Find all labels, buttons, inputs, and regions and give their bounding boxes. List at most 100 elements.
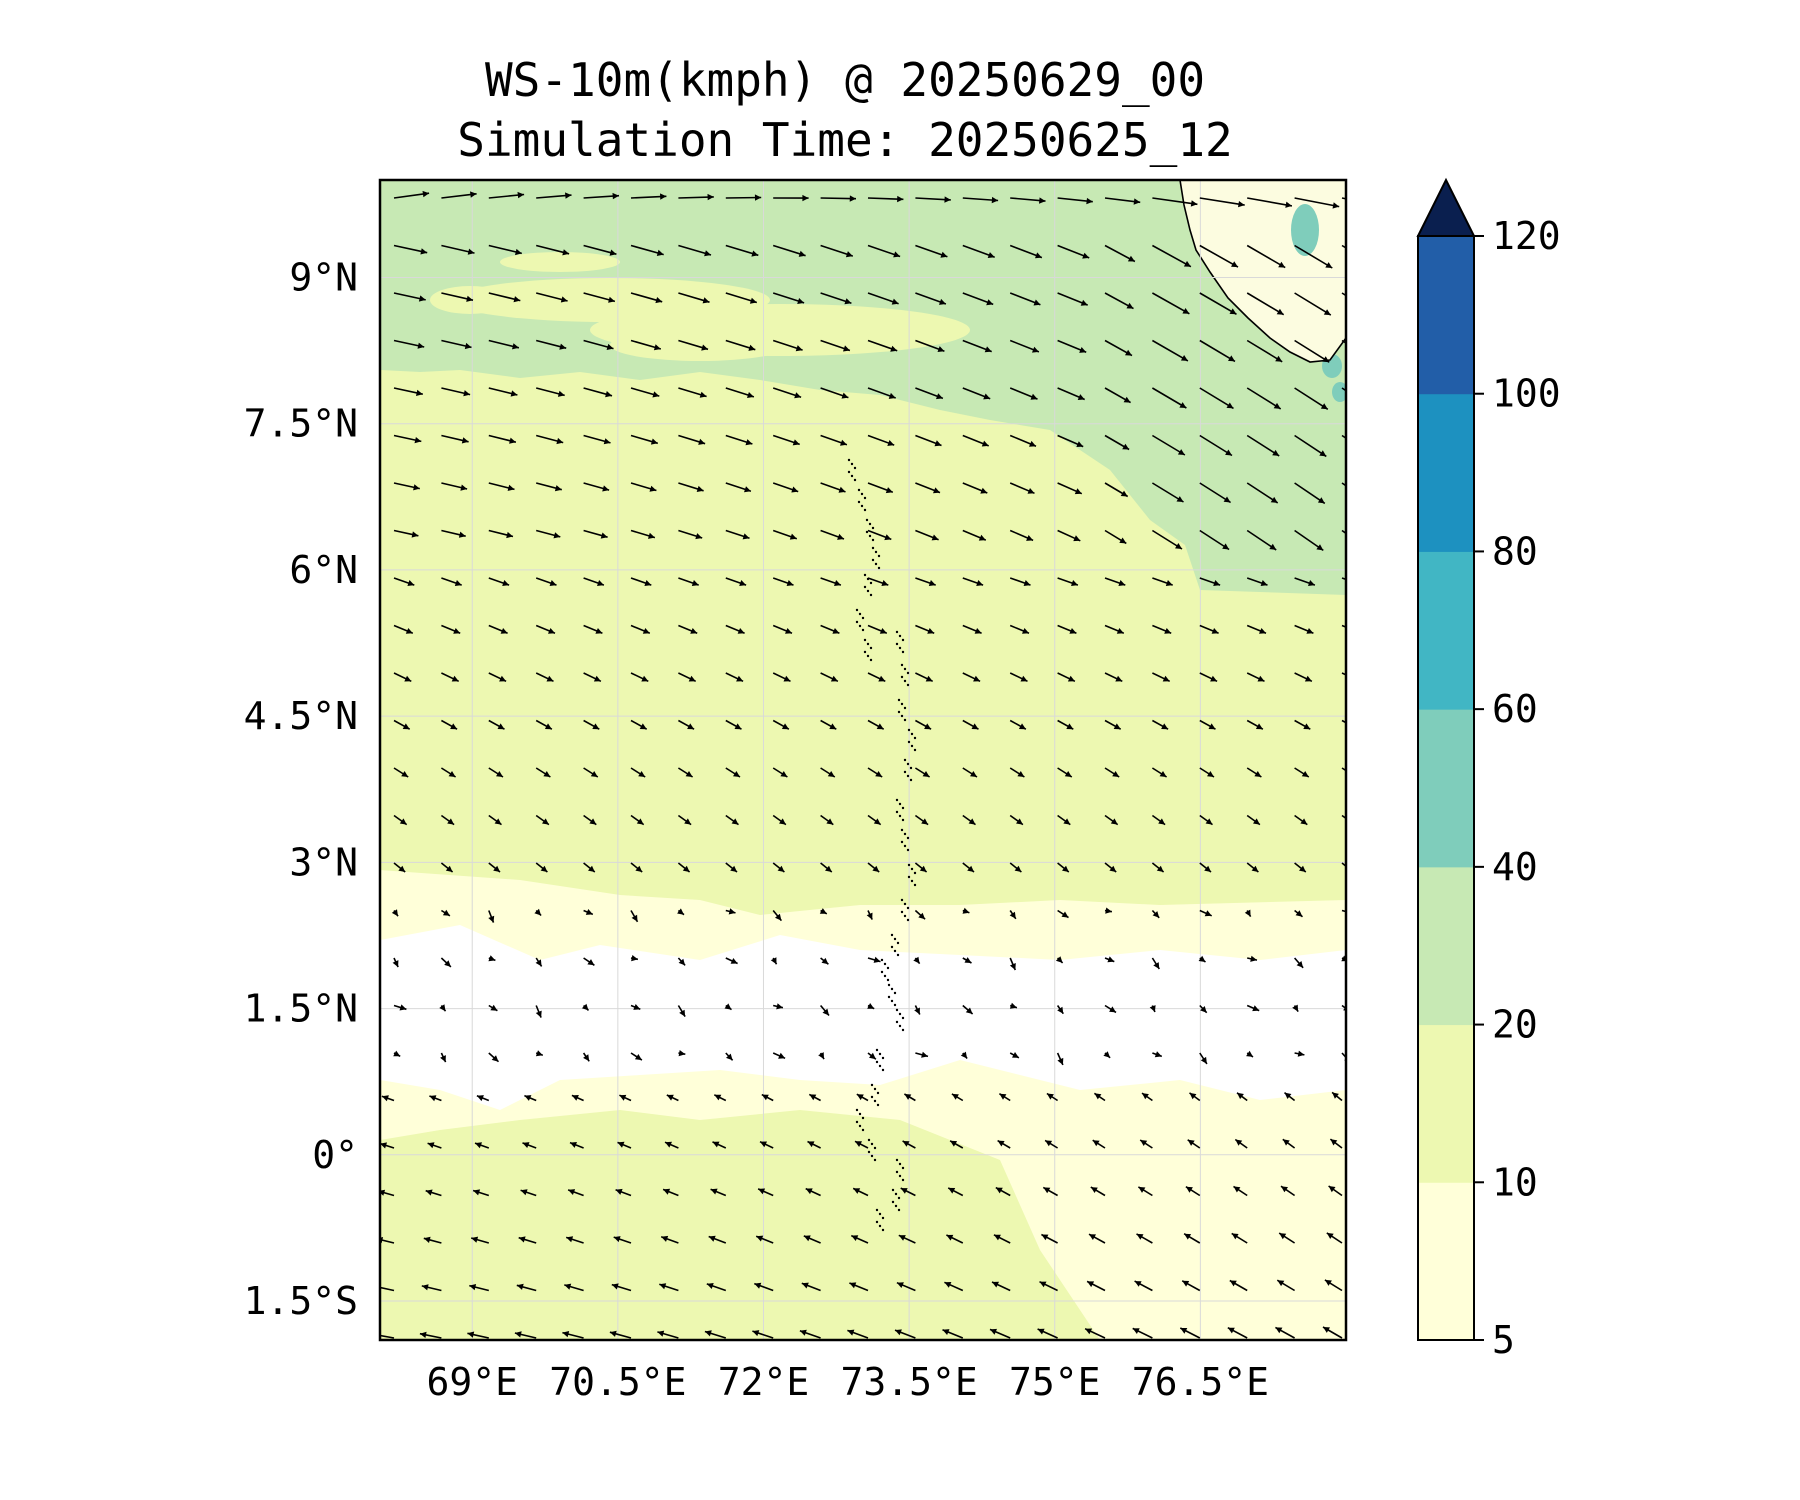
wind-arrow	[725, 529, 750, 540]
island-dot	[895, 630, 899, 634]
wind-arrow	[1009, 1002, 1018, 1009]
wind-arrow	[535, 529, 561, 539]
wind-arrow	[677, 1005, 686, 1018]
wind-arrow	[915, 339, 945, 352]
island-dot	[867, 1150, 871, 1154]
wind-arrow	[1199, 767, 1215, 778]
wind-arrow	[772, 767, 788, 778]
wind-arrow	[1199, 719, 1216, 730]
island-dot	[903, 706, 907, 710]
wind-arrow	[962, 387, 991, 400]
wind-arrow	[567, 1189, 584, 1197]
wind-arrow	[867, 529, 892, 541]
colorbar-tick-label: 60	[1492, 687, 1538, 731]
wind-arrow	[725, 292, 758, 304]
island-dot	[875, 1048, 879, 1052]
wind-arrow	[1293, 957, 1304, 969]
wind-arrow	[1104, 244, 1136, 263]
island-dot	[873, 1158, 877, 1162]
wind-arrow	[630, 1052, 643, 1061]
island-dot	[886, 966, 890, 970]
wind-arrow	[678, 529, 703, 540]
wind-arrow	[1246, 244, 1286, 269]
wind-arrow	[819, 1004, 830, 1017]
wind-arrow	[962, 577, 984, 586]
wind-arrow	[914, 909, 926, 920]
wind-arrow	[1136, 1233, 1153, 1244]
wind-arrow	[678, 387, 707, 398]
island-dot	[861, 1116, 865, 1120]
wind-arrow	[1199, 434, 1233, 457]
wind-arrow	[562, 1331, 584, 1339]
island-dot	[865, 530, 869, 534]
wind-arrow	[393, 482, 420, 491]
island-dot	[906, 762, 910, 766]
wind-arrow	[913, 956, 921, 965]
wind-arrow	[915, 434, 942, 447]
wind-arrow	[439, 1004, 447, 1012]
wind-arrow	[630, 434, 659, 445]
island-dot	[907, 863, 911, 867]
wind-arrow	[706, 1283, 727, 1292]
island-dot	[901, 650, 905, 654]
wind-arrow	[772, 624, 793, 635]
wind-arrow	[1294, 577, 1316, 586]
wind-arrow	[630, 193, 667, 200]
wind-arrow	[1294, 197, 1340, 209]
wind-arrow	[903, 1093, 916, 1102]
wind-arrow	[1009, 387, 1038, 400]
wind-arrow	[1104, 719, 1122, 730]
wind-arrow	[1246, 672, 1265, 683]
island-dot	[900, 840, 904, 844]
wind-arrow	[1282, 1138, 1296, 1149]
colorbar-tick-label: 20	[1492, 1003, 1538, 1047]
wind-arrow	[393, 1050, 401, 1058]
island-dot	[875, 1208, 879, 1212]
wind-arrow	[1151, 862, 1165, 873]
wind-arrow	[1057, 197, 1093, 205]
colorbar-frame	[1417, 235, 1475, 1341]
wind-arrow	[1151, 434, 1186, 456]
island-dot	[887, 983, 891, 987]
wind-arrow	[1246, 624, 1267, 635]
wind-arrow	[725, 482, 752, 493]
wind-arrow	[1246, 1004, 1260, 1012]
wind-arrow	[1294, 1050, 1305, 1057]
wind-arrow	[380, 1334, 395, 1339]
wind-arrow	[962, 196, 999, 204]
wind-arrow	[421, 1284, 442, 1292]
wind-arrow	[1179, 1327, 1201, 1339]
colorbar-segment	[1418, 709, 1474, 868]
wind-arrow	[393, 339, 425, 349]
wind-arrow	[820, 957, 829, 965]
wind-arrow	[725, 434, 753, 446]
island-dot	[881, 1216, 885, 1220]
wind-arrow	[962, 292, 994, 306]
island-dot	[873, 1087, 877, 1091]
wind-arrow	[866, 910, 873, 920]
wind-arrow	[581, 1003, 590, 1011]
wind-arrow	[962, 482, 988, 494]
island-dot	[901, 1178, 905, 1182]
island-dot	[907, 875, 911, 879]
island-dot	[897, 1208, 901, 1212]
wind-arrow	[1294, 387, 1329, 410]
wind-arrow	[1199, 814, 1213, 826]
wind-arrow	[393, 577, 415, 586]
wind-arrow	[949, 1140, 964, 1149]
island-dot	[913, 736, 917, 740]
wind-arrow	[677, 862, 691, 873]
wind-arrow	[1276, 1279, 1296, 1292]
fresh-land-patch	[1291, 204, 1319, 256]
island-dot	[865, 518, 869, 522]
wind-arrow	[1341, 767, 1346, 772]
wind-arrow	[522, 1142, 537, 1149]
wind-arrow	[947, 1187, 964, 1197]
wind-arrow	[488, 482, 515, 491]
wind-arrow	[677, 957, 686, 966]
wind-arrow	[1009, 434, 1037, 447]
wind-arrow	[630, 767, 646, 778]
wind-arrow	[772, 292, 805, 304]
wind-arrow	[915, 244, 948, 258]
wind-arrow	[867, 814, 882, 826]
